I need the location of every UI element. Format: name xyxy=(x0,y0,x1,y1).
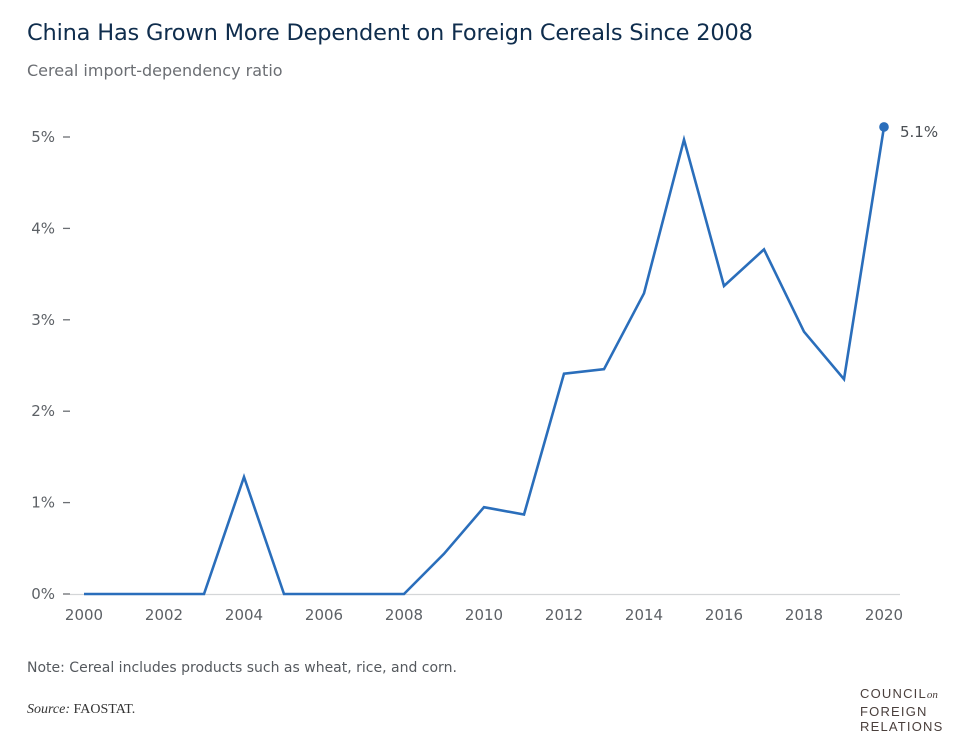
y-tick-label: 1% xyxy=(31,494,55,512)
x-tick-label: 2020 xyxy=(865,606,903,624)
y-tick-label: 2% xyxy=(31,402,55,420)
logo-line1: COUNCIL xyxy=(860,686,927,701)
source-value: FAOSTAT. xyxy=(73,702,136,717)
logo-line3: RELATIONS xyxy=(860,719,944,734)
x-tick-label: 2000 xyxy=(65,606,103,624)
x-tick-label: 2012 xyxy=(545,606,583,624)
cfr-logo: COUNCILon FOREIGN RELATIONS xyxy=(860,686,944,735)
x-tick-label: 2016 xyxy=(705,606,743,624)
end-point-marker xyxy=(879,122,889,132)
y-tick-label: 0% xyxy=(31,585,55,603)
annotations-layer: 5.1% xyxy=(879,122,938,141)
x-tick-label: 2010 xyxy=(465,606,503,624)
x-tick-label: 2004 xyxy=(225,606,263,624)
series-layer xyxy=(84,126,886,596)
x-tick-label: 2008 xyxy=(385,606,423,624)
chart-note: Note: Cereal includes products such as w… xyxy=(27,660,457,676)
end-point-label: 5.1% xyxy=(900,123,938,141)
logo-line2: FOREIGN xyxy=(860,703,928,719)
y-axis: 0% 1% 2% 3% 4% 5% xyxy=(31,128,70,603)
chart-title: China Has Grown More Dependent on Foreig… xyxy=(27,20,753,46)
chart-source: Source: FAOSTAT. xyxy=(27,702,135,718)
x-tick-label: 2002 xyxy=(145,606,183,624)
x-tick-label: 2018 xyxy=(785,606,823,624)
x-tick-label: 2006 xyxy=(305,606,343,624)
logo-on: on xyxy=(926,689,938,701)
y-tick-label: 5% xyxy=(31,128,55,146)
series-line xyxy=(84,126,886,596)
source-label: Source: xyxy=(27,702,71,717)
y-tick-label: 3% xyxy=(31,311,55,329)
chart-subtitle: Cereal import-dependency ratio xyxy=(27,61,283,80)
x-tick-label: 2014 xyxy=(625,606,663,624)
y-tick-label: 4% xyxy=(31,219,55,237)
x-axis: 2000 2002 2004 2006 2008 2010 2012 2014 2016 2018… xyxy=(65,593,903,624)
